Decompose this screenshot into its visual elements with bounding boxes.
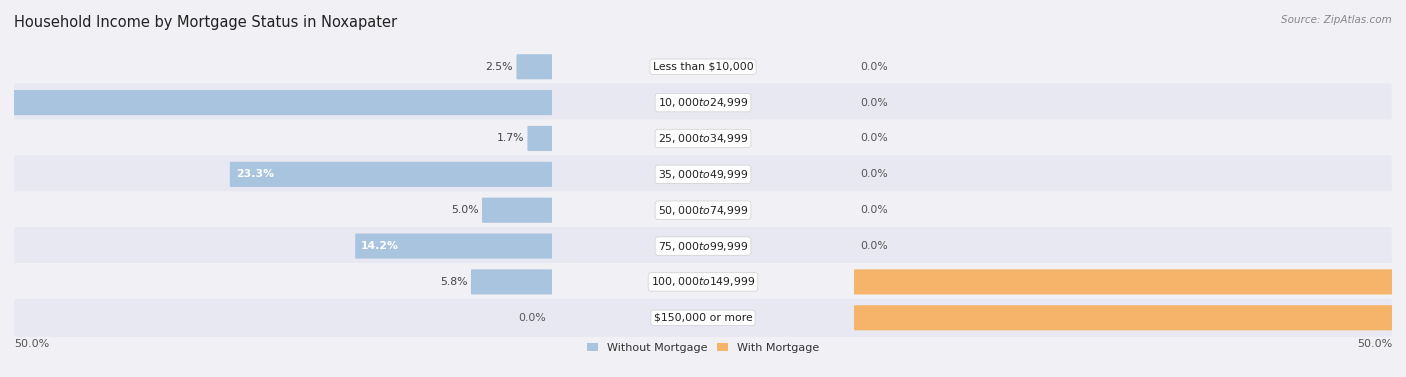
FancyBboxPatch shape <box>14 155 1392 193</box>
Text: 0.0%: 0.0% <box>860 241 887 251</box>
Text: 0.0%: 0.0% <box>860 205 887 215</box>
FancyBboxPatch shape <box>14 299 1392 337</box>
Text: 2.5%: 2.5% <box>485 62 513 72</box>
FancyBboxPatch shape <box>14 263 1392 301</box>
Text: 0.0%: 0.0% <box>860 169 887 179</box>
Text: Household Income by Mortgage Status in Noxapater: Household Income by Mortgage Status in N… <box>14 15 396 30</box>
FancyBboxPatch shape <box>356 233 553 259</box>
Text: $75,000 to $99,999: $75,000 to $99,999 <box>658 239 748 253</box>
Text: 1.7%: 1.7% <box>496 133 524 144</box>
Text: 14.2%: 14.2% <box>361 241 399 251</box>
Text: $150,000 or more: $150,000 or more <box>654 313 752 323</box>
FancyBboxPatch shape <box>853 305 1406 330</box>
Text: 0.0%: 0.0% <box>860 98 887 107</box>
Text: $50,000 to $74,999: $50,000 to $74,999 <box>658 204 748 217</box>
FancyBboxPatch shape <box>14 48 1392 86</box>
Text: 5.8%: 5.8% <box>440 277 467 287</box>
FancyBboxPatch shape <box>482 198 553 223</box>
FancyBboxPatch shape <box>14 227 1392 265</box>
Text: 0.0%: 0.0% <box>860 133 887 144</box>
Text: $35,000 to $49,999: $35,000 to $49,999 <box>658 168 748 181</box>
Text: $100,000 to $149,999: $100,000 to $149,999 <box>651 276 755 288</box>
Text: $10,000 to $24,999: $10,000 to $24,999 <box>658 96 748 109</box>
Text: 50.0%: 50.0% <box>1357 339 1392 349</box>
FancyBboxPatch shape <box>527 126 553 151</box>
FancyBboxPatch shape <box>14 191 1392 229</box>
Text: 5.0%: 5.0% <box>451 205 478 215</box>
FancyBboxPatch shape <box>471 270 553 294</box>
Text: Less than $10,000: Less than $10,000 <box>652 62 754 72</box>
FancyBboxPatch shape <box>0 90 553 115</box>
FancyBboxPatch shape <box>516 54 553 79</box>
Text: Source: ZipAtlas.com: Source: ZipAtlas.com <box>1281 15 1392 25</box>
FancyBboxPatch shape <box>229 162 553 187</box>
Text: 0.0%: 0.0% <box>860 62 887 72</box>
FancyBboxPatch shape <box>14 84 1392 122</box>
FancyBboxPatch shape <box>14 120 1392 158</box>
FancyBboxPatch shape <box>853 270 1406 294</box>
Text: 50.0%: 50.0% <box>14 339 49 349</box>
Legend: Without Mortgage, With Mortgage: Without Mortgage, With Mortgage <box>582 338 824 357</box>
Text: $25,000 to $34,999: $25,000 to $34,999 <box>658 132 748 145</box>
Text: 0.0%: 0.0% <box>519 313 546 323</box>
Text: 23.3%: 23.3% <box>236 169 274 179</box>
